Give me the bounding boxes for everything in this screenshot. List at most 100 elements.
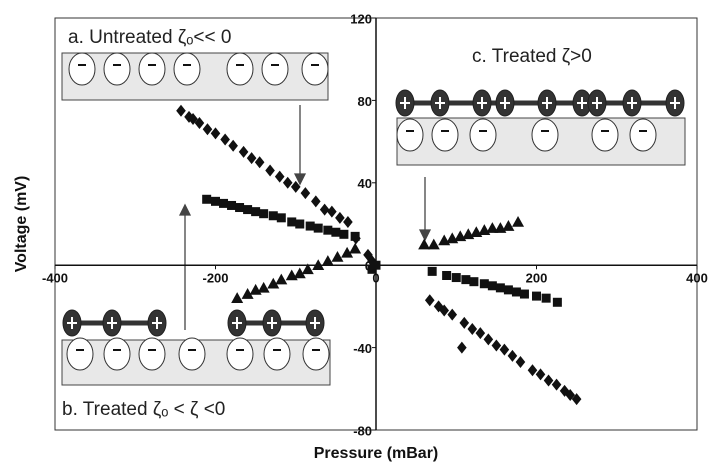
y-tick-label: 120: [350, 11, 372, 26]
point: [290, 180, 301, 193]
point: [305, 221, 315, 231]
point: [511, 287, 521, 297]
point: [502, 220, 515, 231]
negative-charge: [396, 118, 424, 152]
arrow-head: [293, 173, 307, 186]
negative-charge: [591, 118, 619, 152]
point: [313, 223, 323, 233]
negative-charge: [66, 337, 94, 371]
point: [479, 279, 489, 289]
annotation: b. Treated ζₒ < ζ <0: [62, 399, 225, 420]
point: [447, 308, 458, 321]
negative-charge: [138, 337, 166, 371]
negative-charge: [263, 337, 291, 371]
point: [251, 207, 261, 217]
annotation: a. Untreated ζₒ<< 0: [68, 27, 231, 48]
point: [231, 292, 244, 303]
point: [442, 271, 452, 280]
negative-charge: [301, 52, 329, 86]
point: [418, 238, 431, 250]
point: [461, 275, 471, 285]
point: [535, 368, 546, 381]
point: [227, 200, 237, 210]
negative-charge: [226, 337, 254, 371]
point: [512, 215, 525, 227]
x-tick-label: 200: [526, 271, 548, 286]
point: [312, 259, 325, 270]
negative-charge: [103, 52, 131, 86]
negative-charge: [226, 52, 254, 86]
point: [341, 246, 354, 258]
negative-charge: [629, 118, 657, 152]
x-tick-label: 0: [372, 271, 379, 286]
point: [241, 288, 254, 299]
y-tick-label: 40: [358, 176, 372, 191]
y-axis-title: Voltage (mV): [13, 176, 30, 273]
point: [343, 215, 353, 228]
point: [188, 112, 198, 125]
negative-charge: [261, 52, 289, 86]
point: [459, 316, 470, 329]
point: [319, 203, 330, 216]
point: [451, 273, 461, 283]
point: [254, 156, 265, 169]
point: [503, 285, 513, 295]
point: [275, 273, 288, 285]
point: [519, 289, 529, 299]
point: [486, 222, 499, 233]
arrow-head: [418, 229, 432, 242]
point: [246, 152, 257, 165]
negative-charge: [138, 52, 166, 86]
point: [335, 211, 345, 224]
point: [194, 117, 205, 130]
point: [515, 356, 526, 369]
point: [202, 194, 212, 204]
x-tick-label: 400: [686, 271, 708, 286]
point: [427, 266, 437, 276]
arrow-head: [178, 203, 192, 216]
x-tick-label: -200: [202, 271, 228, 286]
point: [202, 123, 213, 136]
point: [551, 378, 562, 391]
point: [427, 238, 440, 250]
point: [184, 110, 194, 123]
arrows: [178, 105, 432, 330]
negative-charge: [178, 337, 206, 371]
point: [268, 211, 278, 221]
point: [565, 388, 576, 401]
point: [257, 281, 270, 293]
point: [276, 213, 286, 223]
point: [571, 393, 582, 406]
point: [282, 176, 293, 189]
point: [483, 333, 494, 346]
point: [457, 341, 467, 354]
y-tick-label: 80: [358, 94, 372, 109]
point: [350, 231, 360, 241]
point: [532, 291, 541, 301]
y-tick-label: -40: [353, 341, 372, 356]
point: [301, 263, 314, 275]
x-axis-title: Pressure (mBar): [314, 445, 439, 462]
point: [287, 217, 297, 227]
point: [541, 293, 551, 303]
negative-charge: [431, 118, 459, 152]
point: [327, 205, 337, 218]
point: [507, 349, 518, 362]
point: [295, 219, 305, 229]
point: [243, 205, 253, 215]
point: [220, 133, 230, 146]
point: [469, 277, 479, 287]
point: [543, 374, 554, 387]
negative-charge: [173, 52, 201, 86]
point: [331, 250, 344, 262]
point: [311, 195, 321, 208]
point: [467, 323, 478, 336]
point: [176, 104, 186, 117]
point: [210, 127, 221, 140]
point: [491, 339, 502, 352]
point: [259, 209, 269, 219]
point: [323, 225, 333, 235]
negative-charge: [68, 52, 96, 86]
